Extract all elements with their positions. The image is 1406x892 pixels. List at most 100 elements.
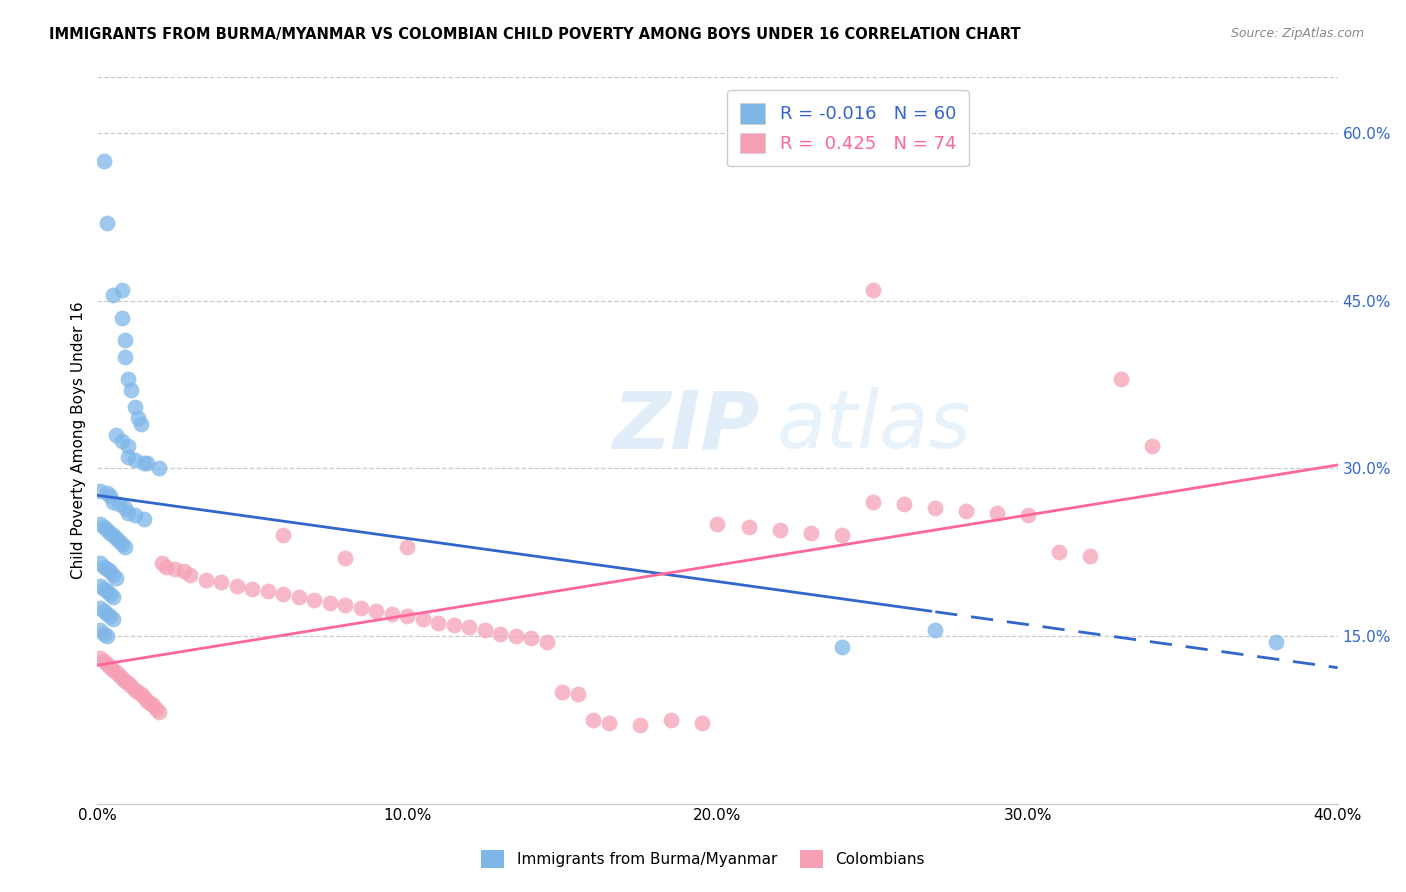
Point (98, 660, 121, 674)
Point (124, 508, 146, 523)
Point (396, 540, 419, 554)
Point (111, 310, 134, 325)
Point (104, 571, 127, 585)
Point (93, 154, 115, 169)
Point (111, 537, 134, 551)
Point (96, 657, 118, 671)
Point (520, 632, 543, 646)
Point (114, 350, 136, 364)
Text: ZIP: ZIP (612, 387, 759, 465)
Point (114, 540, 136, 554)
Point (124, 682, 146, 697)
Point (120, 679, 142, 693)
Point (117, 506, 139, 520)
Point (124, 400, 146, 414)
Point (111, 672, 134, 686)
Point (101, 590, 124, 604)
Point (799, 526, 821, 541)
Point (101, 663, 124, 677)
Point (831, 640, 853, 655)
Point (179, 567, 201, 582)
Point (96, 629, 118, 643)
Point (129, 687, 152, 701)
Point (89, 624, 111, 638)
Point (706, 517, 728, 532)
Point (129, 417, 152, 431)
Point (132, 512, 155, 526)
Point (93, 604, 115, 618)
Point (955, 504, 977, 518)
Point (127, 411, 149, 425)
Point (98, 586, 121, 600)
Point (768, 523, 790, 537)
Point (862, 283, 884, 297)
Point (489, 627, 512, 641)
Point (98, 609, 121, 624)
Point (101, 612, 124, 626)
Point (1264, 634, 1286, 648)
Point (111, 434, 134, 448)
Point (104, 428, 127, 442)
Point (120, 384, 142, 398)
Point (142, 698, 165, 713)
Point (381, 607, 404, 621)
Point (567, 687, 589, 701)
Point (225, 579, 247, 593)
Point (124, 452, 146, 467)
Point (136, 456, 159, 470)
Point (96, 216, 118, 230)
Point (412, 612, 434, 626)
Point (893, 497, 915, 511)
Point (335, 550, 357, 565)
Point (163, 562, 186, 576)
Point (93, 559, 115, 574)
Point (104, 531, 127, 545)
Point (273, 586, 295, 600)
Point (132, 456, 155, 470)
Point (117, 439, 139, 453)
Legend: R = -0.016   N = 60, R =  0.425   N = 74: R = -0.016 N = 60, R = 0.425 N = 74 (727, 90, 969, 166)
Point (96, 607, 118, 621)
Point (1078, 549, 1101, 563)
Point (101, 288, 124, 302)
Legend: Immigrants from Burma/Myanmar, Colombians: Immigrants from Burma/Myanmar, Colombian… (470, 838, 936, 880)
Point (194, 573, 217, 587)
Point (89, 517, 111, 532)
Point (114, 673, 136, 688)
Point (111, 283, 134, 297)
Point (155, 559, 177, 574)
Point (148, 461, 170, 475)
Point (659, 713, 682, 727)
Y-axis label: Child Poverty Among Boys Under 16: Child Poverty Among Boys Under 16 (72, 301, 86, 579)
Point (924, 500, 946, 515)
Point (366, 604, 388, 618)
Point (582, 713, 605, 727)
Point (831, 528, 853, 542)
Point (536, 634, 558, 648)
Point (396, 609, 419, 624)
Text: IMMIGRANTS FROM BURMA/MYANMAR VS COLOMBIAN CHILD POVERTY AMONG BOYS UNDER 16 COR: IMMIGRANTS FROM BURMA/MYANMAR VS COLOMBI… (49, 27, 1021, 42)
Point (108, 668, 131, 682)
Point (427, 615, 450, 630)
Point (98, 526, 121, 541)
Point (148, 705, 170, 719)
Point (139, 696, 162, 710)
Point (89, 601, 111, 615)
Point (628, 718, 651, 732)
Point (117, 676, 139, 690)
Point (89, 557, 111, 571)
Point (304, 593, 326, 607)
Point (737, 519, 759, 533)
Point (474, 624, 496, 638)
Point (350, 601, 373, 615)
Point (1047, 545, 1070, 559)
Point (136, 694, 159, 708)
Point (96, 562, 118, 576)
Point (152, 557, 174, 571)
Point (101, 528, 124, 542)
Point (117, 450, 139, 465)
Point (114, 500, 136, 515)
Point (93, 519, 115, 533)
Point (93, 627, 115, 641)
Point (96, 486, 118, 500)
